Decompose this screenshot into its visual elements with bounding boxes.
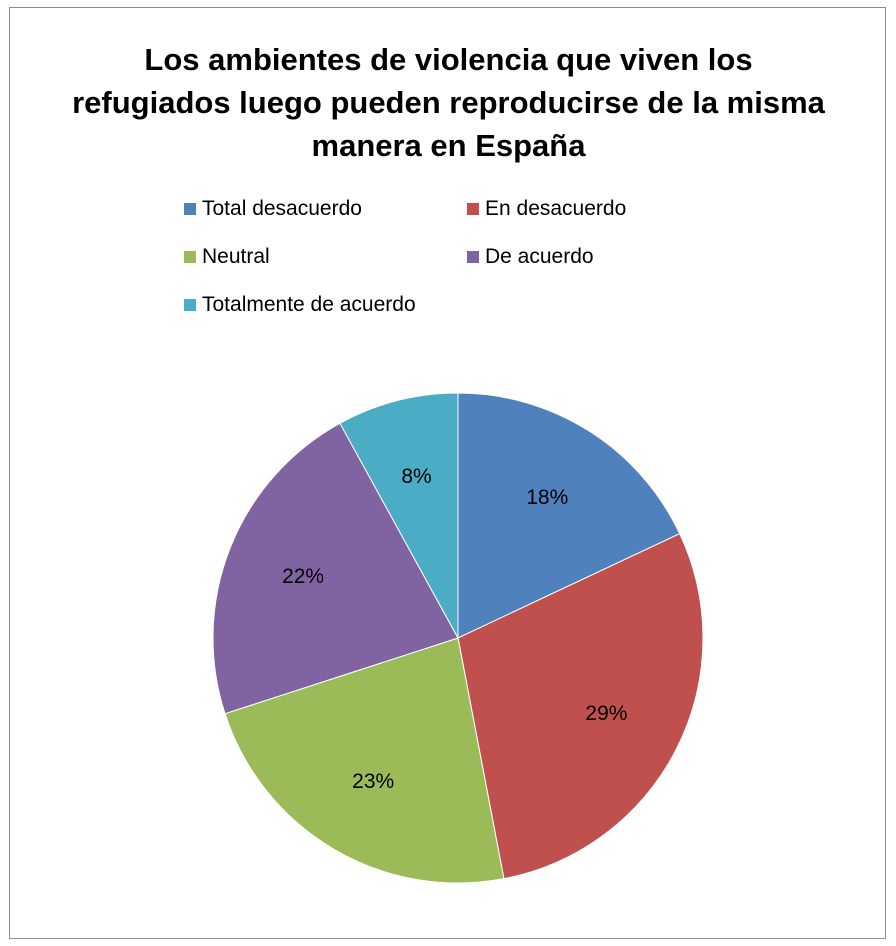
data-label-neutral: 23%	[352, 770, 394, 793]
legend-label: Total desacuerdo	[202, 197, 362, 220]
legend-item-total-desacuerdo: Total desacuerdo	[184, 194, 362, 224]
data-label-de-acuerdo: 22%	[282, 565, 324, 588]
pie-chart: 18% 29% 23% 22% 8%	[212, 392, 704, 884]
data-label-en-desacuerdo: 29%	[585, 702, 627, 725]
legend-item-en-desacuerdo: En desacuerdo	[467, 194, 626, 224]
legend-item-neutral: Neutral	[184, 242, 270, 272]
legend-label: De acuerdo	[485, 245, 594, 268]
chart-title: Los ambientes de violencia que viven los…	[72, 42, 825, 163]
legend-label: Neutral	[202, 245, 270, 268]
pie-slice-neutral	[224, 637, 505, 884]
legend-swatch	[467, 203, 479, 215]
pie-slice-en-desacuerdo	[457, 533, 704, 880]
data-label-total-desacuerdo: 18%	[526, 486, 568, 509]
legend-item-de-acuerdo: De acuerdo	[467, 242, 594, 272]
legend-swatch	[184, 251, 196, 263]
legend-swatch	[184, 299, 196, 311]
chart-area: Los ambientes de violencia que viven los…	[9, 7, 886, 939]
legend-label: Totalmente de acuerdo	[202, 293, 416, 316]
legend-label: En desacuerdo	[485, 197, 627, 220]
legend-item-totalmente-de-acuerdo: Totalmente de acuerdo	[184, 290, 416, 320]
legend-swatch	[184, 203, 196, 215]
pie-slice-de-acuerdo	[212, 422, 459, 715]
data-label-totalmente-de-acuerdo: 8%	[401, 465, 431, 488]
legend-swatch	[467, 251, 479, 263]
pie-slice-total-desacuerdo	[457, 392, 681, 639]
pie-slice-totalmente-de-acuerdo	[339, 392, 459, 639]
